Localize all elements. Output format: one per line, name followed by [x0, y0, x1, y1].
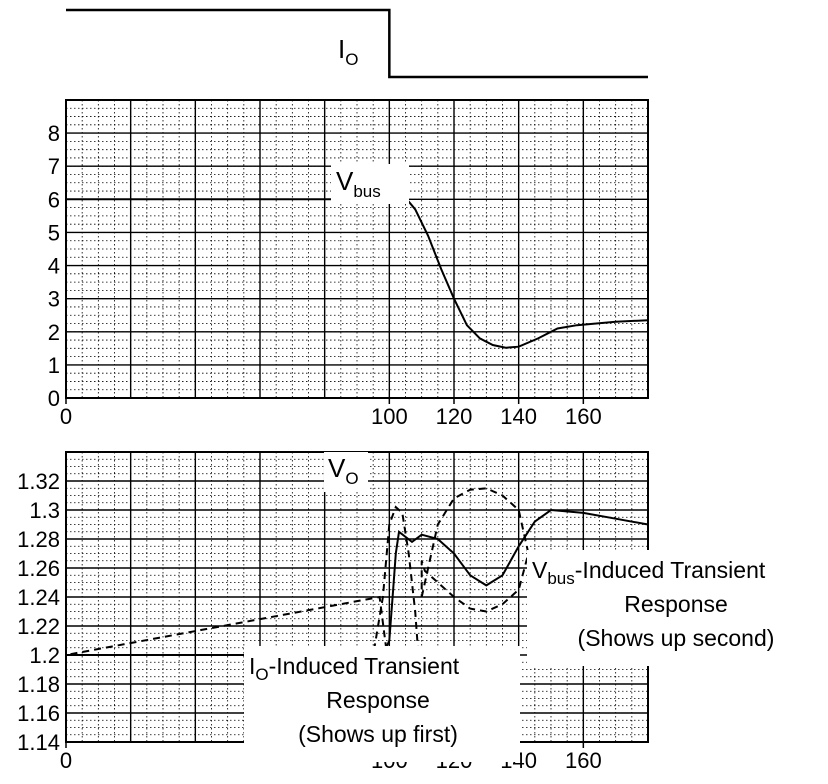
bus-voltage-y-tick-labels: 0 1 2 3 4 5 6 7 8	[48, 121, 60, 411]
vbus-annotation-line3: (Shows up second)	[578, 625, 775, 651]
vbus-annotation-line2: Response	[624, 591, 728, 617]
y-tick-label: 1.24	[17, 585, 60, 610]
y-tick-label: 3	[48, 287, 60, 312]
bus-voltage-label-sub: bus	[353, 182, 380, 201]
bus-voltage-label-background	[331, 164, 409, 204]
output-voltage-trace	[66, 508, 649, 656]
vbus-annotation-line1: Vbus-Induced Transient	[532, 557, 766, 588]
y-tick-label: 1.3	[29, 498, 60, 523]
y-tick-label: 7	[48, 154, 60, 179]
vbus-annotation-rest: -Induced Transient	[575, 557, 766, 583]
io-annotation-sub: O	[255, 665, 268, 684]
x-tick-label: 100	[371, 404, 408, 429]
x-tick-label: 0	[60, 748, 72, 773]
y-tick-label: 6	[48, 187, 60, 212]
x-tick-label: 160	[565, 404, 602, 429]
load-current-label-main: I	[338, 34, 345, 64]
bus-voltage-label: Vbus	[336, 166, 381, 201]
y-tick-label: 1.28	[17, 527, 60, 552]
x-tick-label: 120	[436, 404, 473, 429]
io-annotation-rest: -Induced Transient	[269, 653, 460, 679]
y-tick-label: 1.32	[17, 469, 60, 494]
y-tick-label: 1.16	[17, 701, 60, 726]
output-voltage-label-background	[324, 452, 368, 492]
y-tick-label: 1.26	[17, 556, 60, 581]
io-annotation-background	[244, 646, 520, 762]
y-tick-label: 0	[48, 386, 60, 411]
io-annotation-main: I	[249, 653, 255, 679]
bus-voltage-label-main: V	[336, 166, 354, 196]
bus-voltage-x-tick-labels: 0 100 120 140 160	[60, 398, 602, 429]
y-tick-label: 8	[48, 121, 60, 146]
y-tick-label: 2	[48, 320, 60, 345]
y-tick-label: 5	[48, 220, 60, 245]
vbus-annotation-background	[527, 550, 827, 666]
y-tick-label: 1.2	[29, 643, 60, 668]
io-annotation-line3: (Shows up first)	[298, 721, 458, 747]
y-tick-label: 1	[48, 353, 60, 378]
io-annotation-line1: IO-Induced Transient	[249, 653, 460, 684]
x-tick-label: 140	[500, 404, 537, 429]
vbus-induced-response-outline	[420, 487, 530, 613]
y-tick-label: 1.14	[17, 730, 60, 755]
output-voltage-y-tick-labels: 1.14 1.16 1.18 1.2 1.22 1.24 1.26 1.28 1.3 1.32	[17, 469, 60, 755]
vbus-annotation-main: V	[532, 557, 548, 583]
x-tick-label: 0	[60, 404, 72, 429]
x-tick-label: 160	[565, 748, 602, 773]
load-step-panel: IO	[66, 8, 648, 79]
vbus-annotation-sub: bus	[547, 569, 574, 588]
output-voltage-label: VO	[328, 453, 359, 488]
io-annotation-line2: Response	[326, 687, 430, 713]
load-current-label-sub: O	[345, 50, 358, 69]
plot-frame	[65, 99, 649, 399]
output-voltage-label-sub: O	[345, 469, 358, 488]
y-tick-label: 1.18	[17, 672, 60, 697]
load-current-step-trace	[66, 8, 648, 79]
bus-voltage-panel: 0 100 120 140 160 0 1 2 3 4 5 6 7 8 Vbus	[48, 99, 649, 429]
y-tick-label: 1.22	[17, 614, 60, 639]
bus-voltage-grid	[65, 99, 649, 399]
load-current-label: IO	[338, 34, 358, 69]
output-voltage-label-main: V	[328, 453, 346, 483]
y-tick-label: 4	[48, 254, 60, 279]
